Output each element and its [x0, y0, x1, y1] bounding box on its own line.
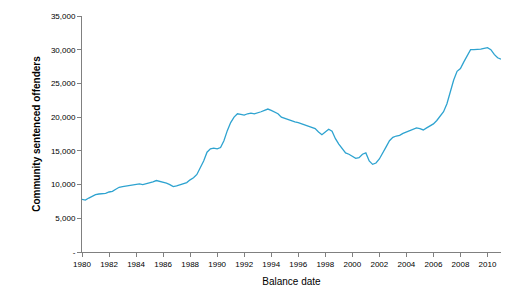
svg-text:1986: 1986: [154, 260, 172, 269]
svg-text:Balance date: Balance date: [262, 276, 321, 287]
svg-text:30,000: 30,000: [51, 46, 76, 55]
svg-text:20,000: 20,000: [51, 113, 76, 122]
svg-text:2000: 2000: [343, 260, 361, 269]
svg-text:2010: 2010: [479, 260, 497, 269]
svg-text:-: -: [73, 248, 76, 257]
svg-text:1992: 1992: [235, 260, 253, 269]
svg-text:1994: 1994: [262, 260, 280, 269]
svg-text:1996: 1996: [289, 260, 307, 269]
svg-text:2006: 2006: [425, 260, 443, 269]
svg-text:1998: 1998: [316, 260, 334, 269]
svg-text:1984: 1984: [127, 260, 145, 269]
svg-text:15,000: 15,000: [51, 147, 76, 156]
svg-text:1988: 1988: [181, 260, 199, 269]
svg-text:1982: 1982: [100, 260, 118, 269]
svg-text:1990: 1990: [208, 260, 226, 269]
svg-text:2008: 2008: [452, 260, 470, 269]
svg-text:2004: 2004: [397, 260, 415, 269]
svg-text:35,000: 35,000: [51, 12, 76, 21]
svg-text:10,000: 10,000: [51, 180, 76, 189]
svg-text:5,000: 5,000: [55, 214, 76, 223]
svg-text:2002: 2002: [370, 260, 388, 269]
svg-text:Community sentenced offenders: Community sentenced offenders: [31, 56, 42, 212]
svg-text:1980: 1980: [73, 260, 91, 269]
svg-text:25,000: 25,000: [51, 79, 76, 88]
